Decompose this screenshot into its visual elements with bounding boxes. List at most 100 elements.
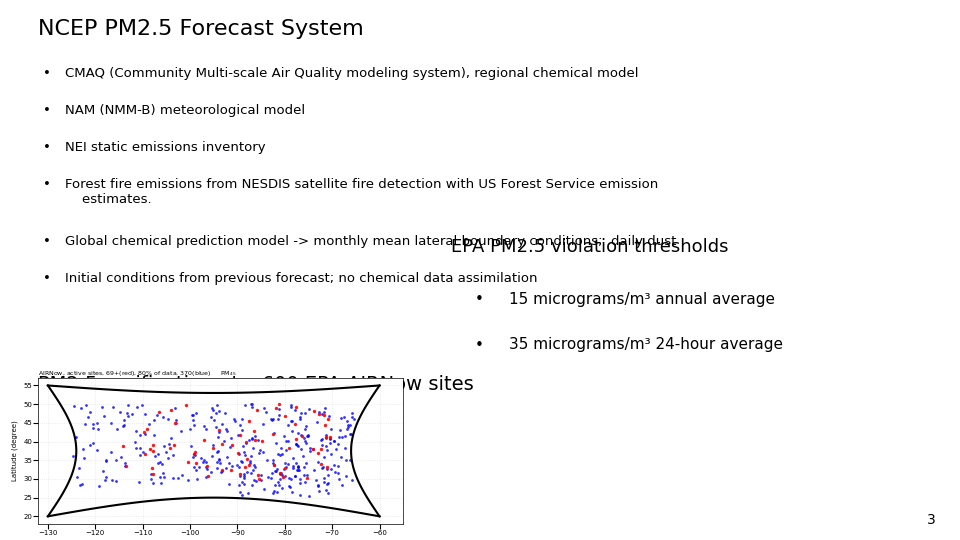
Point bbox=[287, 472, 302, 481]
Point bbox=[183, 442, 199, 450]
Point bbox=[313, 436, 328, 444]
Point bbox=[338, 443, 353, 452]
Point bbox=[195, 457, 210, 466]
Point bbox=[291, 463, 306, 471]
Point bbox=[276, 431, 292, 440]
Point bbox=[151, 450, 166, 458]
Point bbox=[232, 471, 248, 480]
Point bbox=[242, 458, 257, 467]
Point bbox=[228, 461, 244, 469]
Point bbox=[343, 456, 358, 464]
Point bbox=[228, 416, 243, 425]
Point bbox=[306, 466, 322, 475]
Text: 35 micrograms/m³ 24-hour average: 35 micrograms/m³ 24-hour average bbox=[509, 338, 782, 353]
Point bbox=[209, 401, 225, 410]
Point bbox=[187, 451, 203, 460]
Point bbox=[278, 463, 294, 471]
Point bbox=[312, 409, 327, 418]
Text: PM2.5 verification at ~600 EPA AIRNow sites: PM2.5 verification at ~600 EPA AIRNow si… bbox=[38, 375, 474, 394]
Point bbox=[112, 408, 128, 416]
Point bbox=[187, 448, 203, 456]
Point bbox=[271, 450, 286, 458]
Point bbox=[251, 474, 266, 483]
Point bbox=[91, 481, 107, 490]
Point bbox=[299, 458, 314, 467]
Point bbox=[203, 413, 218, 422]
Point bbox=[321, 412, 336, 421]
Point bbox=[266, 461, 281, 470]
Point bbox=[109, 425, 125, 434]
Point bbox=[234, 477, 250, 486]
Point bbox=[132, 451, 147, 460]
Point bbox=[217, 409, 232, 417]
Point bbox=[285, 454, 300, 462]
Point bbox=[153, 458, 168, 467]
Point bbox=[76, 445, 91, 454]
Point bbox=[238, 401, 253, 409]
Point bbox=[129, 402, 144, 411]
Point bbox=[236, 474, 252, 482]
Point bbox=[248, 463, 263, 471]
Point bbox=[288, 471, 303, 480]
Point bbox=[305, 444, 321, 453]
Point bbox=[242, 456, 257, 465]
Point bbox=[301, 404, 317, 413]
Point bbox=[240, 454, 255, 463]
Point bbox=[340, 417, 355, 426]
Point bbox=[266, 415, 281, 423]
Point bbox=[271, 414, 286, 423]
Text: •: • bbox=[475, 338, 484, 353]
Point bbox=[334, 433, 349, 441]
Point bbox=[285, 463, 300, 472]
Point bbox=[166, 451, 181, 460]
Point bbox=[74, 404, 89, 413]
Point bbox=[256, 403, 272, 412]
Point bbox=[241, 436, 256, 445]
Point bbox=[297, 434, 312, 443]
Point bbox=[319, 446, 334, 455]
Point bbox=[218, 464, 233, 472]
Text: CMAQ (Community Multi-scale Air Quality modeling system), regional chemical mode: CMAQ (Community Multi-scale Air Quality … bbox=[65, 68, 638, 80]
Point bbox=[271, 404, 286, 413]
Point bbox=[332, 426, 348, 434]
Point bbox=[256, 484, 272, 493]
Point bbox=[284, 487, 300, 496]
Point bbox=[267, 429, 282, 437]
Point bbox=[244, 400, 259, 409]
Text: •: • bbox=[43, 235, 51, 248]
Point bbox=[312, 408, 327, 417]
Point bbox=[209, 448, 225, 457]
Point bbox=[235, 415, 251, 424]
Point bbox=[214, 466, 229, 475]
Point bbox=[174, 427, 189, 435]
Point bbox=[300, 430, 316, 439]
Point bbox=[113, 453, 129, 461]
Point bbox=[244, 434, 259, 443]
Point bbox=[308, 476, 324, 484]
Point bbox=[251, 470, 266, 479]
Point bbox=[98, 457, 113, 465]
Point bbox=[89, 446, 105, 455]
Point bbox=[210, 447, 226, 455]
Point bbox=[298, 477, 313, 486]
Point bbox=[251, 436, 266, 445]
Point bbox=[179, 401, 194, 410]
Text: Initial conditions from previous forecast; no chemical data assimilation: Initial conditions from previous forecas… bbox=[65, 272, 538, 285]
Point bbox=[212, 458, 228, 467]
Point bbox=[152, 408, 167, 416]
Text: •: • bbox=[43, 68, 51, 80]
Point bbox=[319, 486, 334, 495]
Point bbox=[319, 434, 334, 442]
Point bbox=[204, 451, 220, 460]
Point bbox=[170, 474, 185, 482]
Point bbox=[306, 406, 322, 415]
Point bbox=[90, 424, 106, 433]
Point bbox=[245, 435, 260, 444]
Point bbox=[243, 451, 258, 460]
Point bbox=[317, 410, 332, 419]
Point bbox=[219, 427, 234, 435]
Point bbox=[135, 448, 151, 456]
Point bbox=[132, 443, 148, 452]
Point bbox=[275, 450, 290, 458]
Point bbox=[239, 468, 254, 476]
